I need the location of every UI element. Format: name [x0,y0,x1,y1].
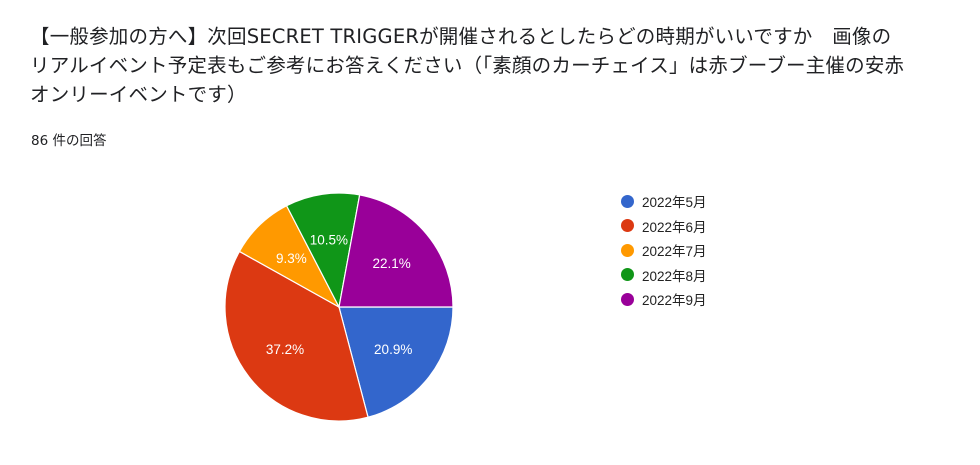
pie-slice-1[interactable] [338,306,454,418]
response-count: 86 件の回答 [31,133,107,149]
legend-item-2[interactable]: 2022年6月 [621,214,707,239]
slice-label-3: 9.3% [276,251,307,266]
chart-legend: 2022年5月 2022年6月 2022年7月 2022年8月 2022年9月 [621,189,707,312]
legend-label-3: 2022年7月 [642,244,707,260]
legend-label-2: 2022年6月 [642,219,707,235]
pie-slice-5[interactable] [338,194,454,308]
pie-slice-4[interactable] [285,192,361,309]
legend-swatch-3 [621,243,634,257]
legend-swatch-4 [621,268,634,282]
slice-label-1: 20.9% [374,342,412,357]
legend-swatch-5 [621,292,634,306]
legend-item-5[interactable]: 2022年9月 [621,287,707,312]
legend-label-5: 2022年9月 [642,293,707,309]
slice-label-4: 10.5% [310,232,348,247]
question-title: 【一般参加の方へ】次回SECRET TRIGGERが開催されるとしたらどの時期が… [30,25,905,106]
legend-swatch-1 [621,194,634,208]
legend-swatch-2 [621,219,634,233]
slice-label-5: 22.1% [372,256,410,271]
pie-slice-2[interactable] [224,250,369,422]
legend-item-1[interactable]: 2022年5月 [621,189,707,214]
legend-item-4[interactable]: 2022年8月 [621,263,707,288]
slice-label-2: 37.2% [266,342,304,357]
legend-item-3[interactable]: 2022年7月 [621,238,707,263]
legend-label-1: 2022年5月 [642,195,707,211]
legend-label-4: 2022年8月 [642,268,707,284]
